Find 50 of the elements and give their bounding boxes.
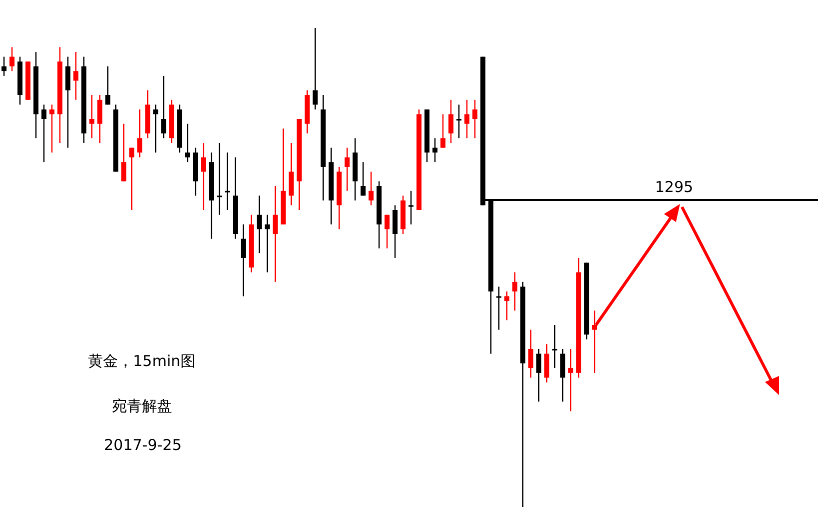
candlestick: [344, 147, 350, 192]
candlestick: [472, 99, 478, 139]
annotation: 黄金，15min图: [88, 352, 196, 371]
candlestick: [592, 310, 598, 374]
candlestick: [185, 123, 190, 163]
candlestick: [368, 171, 374, 206]
candlestick: [89, 94, 94, 139]
candlestick: [216, 142, 222, 216]
candlestick: [288, 142, 294, 206]
candlestick: [552, 324, 558, 369]
candlestick: [568, 348, 574, 412]
annotation: 2017-9-25: [104, 436, 182, 454]
candlestick: [73, 51, 78, 100]
candlestick: [41, 104, 46, 163]
annotation: 宛青解盘: [112, 397, 172, 416]
candlestick: [496, 286, 502, 330]
candlestick: [137, 108, 142, 158]
candlestick: [256, 195, 262, 254]
candlestick: [2, 56, 6, 76]
candlestick: [264, 214, 270, 273]
candlestick: [504, 290, 510, 321]
candlestick: [201, 142, 206, 211]
candlestick: [544, 344, 550, 384]
candlestick: [512, 272, 518, 312]
candlestick: [408, 190, 414, 225]
candlestick: [121, 123, 126, 182]
candlestick: [105, 66, 110, 106]
candlestick: [129, 147, 134, 211]
candlestick: [448, 99, 454, 144]
candlestick: [560, 348, 566, 402]
candlestick: [240, 224, 246, 297]
candlestick: [456, 104, 462, 139]
candlestick: [528, 329, 534, 378]
candlestick: [224, 152, 230, 211]
candlestick: [97, 94, 102, 144]
candlestick: [536, 348, 542, 402]
annotation: 1295: [655, 178, 694, 196]
candlestick: [153, 104, 158, 154]
candlestick: [392, 204, 398, 259]
candlestick: [440, 114, 446, 148]
candlestick: [49, 104, 54, 154]
candlestick: [464, 99, 470, 139]
candlestick: [432, 138, 438, 163]
candlestick: [272, 185, 278, 282]
candlestick: [65, 56, 70, 148]
candlestick: [9, 46, 14, 72]
candlestick: [312, 28, 318, 110]
candlestick: [161, 75, 166, 139]
candlestick: [360, 162, 366, 196]
candlestick: [384, 214, 390, 249]
